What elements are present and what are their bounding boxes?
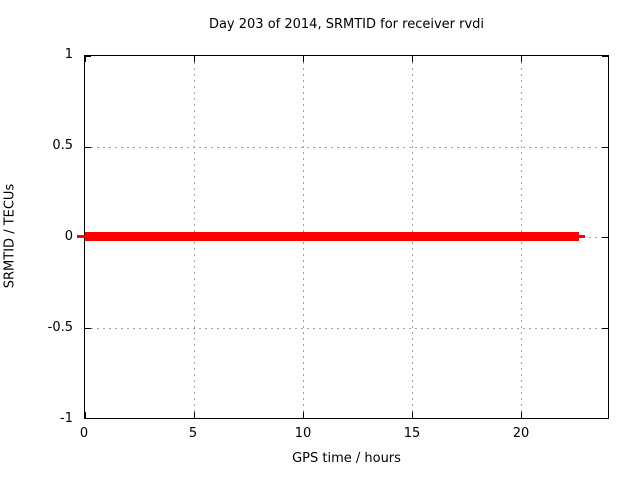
chart-title: Day 203 of 2014, SRMTID for receiver rvd… [208,17,485,32]
tick-mark-bottom-x0 [85,412,86,418]
tick-mark-top-x20 [520,56,522,62]
series-srmtid-left-stub [77,235,85,238]
tick-mark-left-y1 [85,56,91,57]
tick-mark-top-x10 [302,56,304,62]
tick-mark-right-y0p5 [602,146,608,148]
y-tick-label-0p5: 0.5 [52,138,73,153]
tick-mark-bottom-x5 [193,412,195,418]
tick-mark-right-ym0p5 [602,327,608,329]
gridline-horizontal-ym0p5 [85,327,608,329]
y-axis-label: SRMTID / TECUs [2,183,18,289]
tick-mark-right-y1 [602,56,608,57]
y-tick-label-1: 1 [64,47,73,62]
plot-area [77,55,609,419]
tick-mark-left-ym0p5 [85,327,91,329]
tick-mark-left-ym1 [85,418,91,419]
tick-mark-top-x5 [193,56,195,62]
x-axis-label: GPS time / hours [292,451,401,466]
tick-mark-bottom-x15 [411,412,413,418]
tick-mark-bottom-x20 [520,412,522,418]
x-tick-label-0: 0 [79,426,89,441]
x-tick-label-15: 15 [403,426,421,441]
tick-mark-top-x0 [85,56,86,62]
y-tick-label-m1: -1 [60,411,73,426]
series-srmtid-right-stub [579,235,586,238]
series-srmtid-line [85,232,580,241]
y-tick-label-0: 0 [64,229,73,244]
tick-mark-top-x15 [411,56,413,62]
x-tick-label-5: 5 [188,426,198,441]
tick-mark-bottom-x10 [302,412,304,418]
tick-mark-left-y0p5 [85,146,91,148]
y-tick-label-m0p5: -0.5 [47,320,73,335]
x-tick-label-20: 20 [512,426,530,441]
tick-mark-right-ym1 [602,418,608,419]
tick-mark-right-y0 [602,237,608,238]
x-tick-label-10: 10 [294,426,312,441]
gridline-horizontal-y0p5 [85,146,608,148]
